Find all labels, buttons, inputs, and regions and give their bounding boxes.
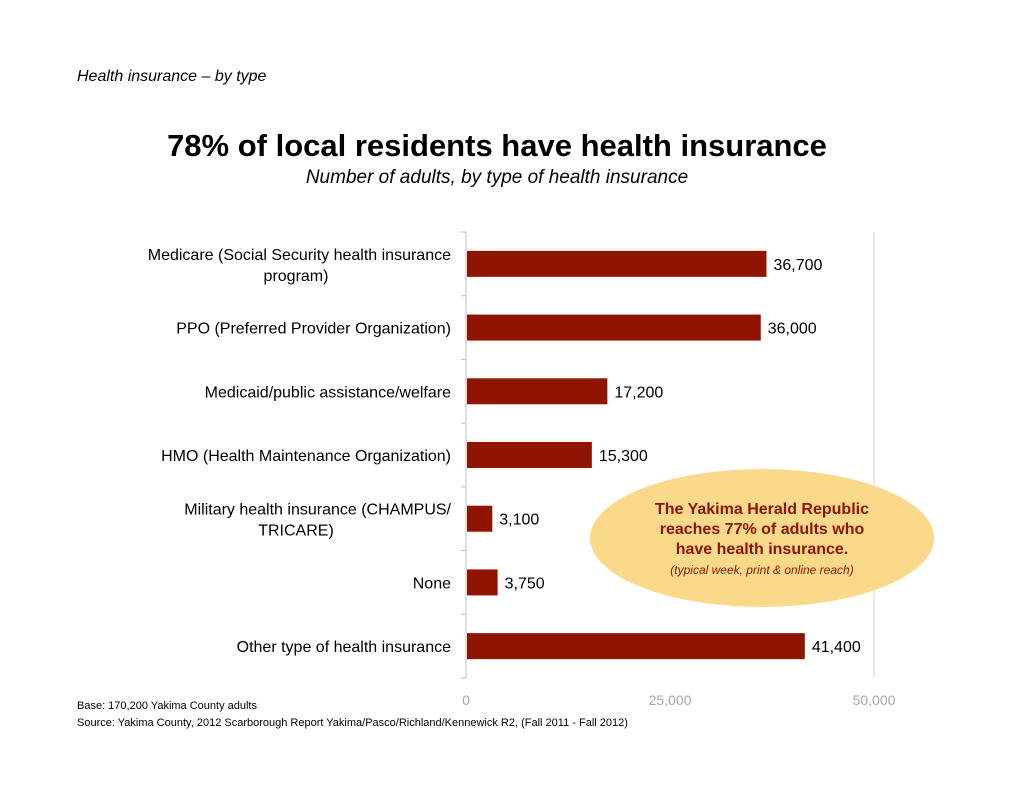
category-label: Medicare (Social Security health insuran… xyxy=(148,247,451,264)
category-label-continued: program) xyxy=(264,268,329,285)
x-tick-label: 50,000 xyxy=(853,692,896,708)
bar-value-label: 41,400 xyxy=(812,639,861,656)
category-label: Other type of health insurance xyxy=(237,639,451,656)
chart-subtitle: Number of adults, by type of health insu… xyxy=(305,167,689,188)
bar xyxy=(467,505,493,532)
bar-value-label: 15,300 xyxy=(599,448,648,465)
bar xyxy=(467,378,608,405)
category-label: Military health insurance (CHAMPUS/ xyxy=(184,502,451,519)
category-label: PPO (Preferred Provider Organization) xyxy=(176,321,451,338)
base-note: Base: 170,200 Yakima County adults xyxy=(77,700,257,712)
bar xyxy=(467,442,592,468)
callout-note: (typical week, print & online reach) xyxy=(670,562,854,577)
source-note: Source: Yakima County, 2012 Scarborough … xyxy=(77,717,628,729)
section-label: Health insurance – by type xyxy=(77,68,267,85)
bar xyxy=(467,314,761,341)
x-tick-label: 25,000 xyxy=(649,692,692,708)
category-label-continued: TRICARE) xyxy=(258,523,334,540)
category-label: None xyxy=(413,575,451,592)
reach-callout: The Yakima Herald Republic reaches 77% o… xyxy=(590,469,934,607)
bar xyxy=(467,569,498,596)
category-label: HMO (Health Maintenance Organization) xyxy=(161,448,451,465)
bar-value-label: 3,100 xyxy=(499,512,539,529)
callout-text: The Yakima Herald Republic reaches 77% o… xyxy=(654,500,869,558)
bar-value-label: 36,000 xyxy=(768,321,817,338)
bar xyxy=(467,633,805,660)
x-tick-label: 0 xyxy=(462,692,470,708)
bar xyxy=(467,250,767,277)
bar-value-label: 3,750 xyxy=(505,575,545,592)
category-label: Medicaid/public assistance/welfare xyxy=(205,384,451,401)
bar-value-label: 36,700 xyxy=(773,257,822,274)
chart-title: 78% of local residents have health insur… xyxy=(167,128,827,163)
bar-value-label: 17,200 xyxy=(614,384,663,401)
